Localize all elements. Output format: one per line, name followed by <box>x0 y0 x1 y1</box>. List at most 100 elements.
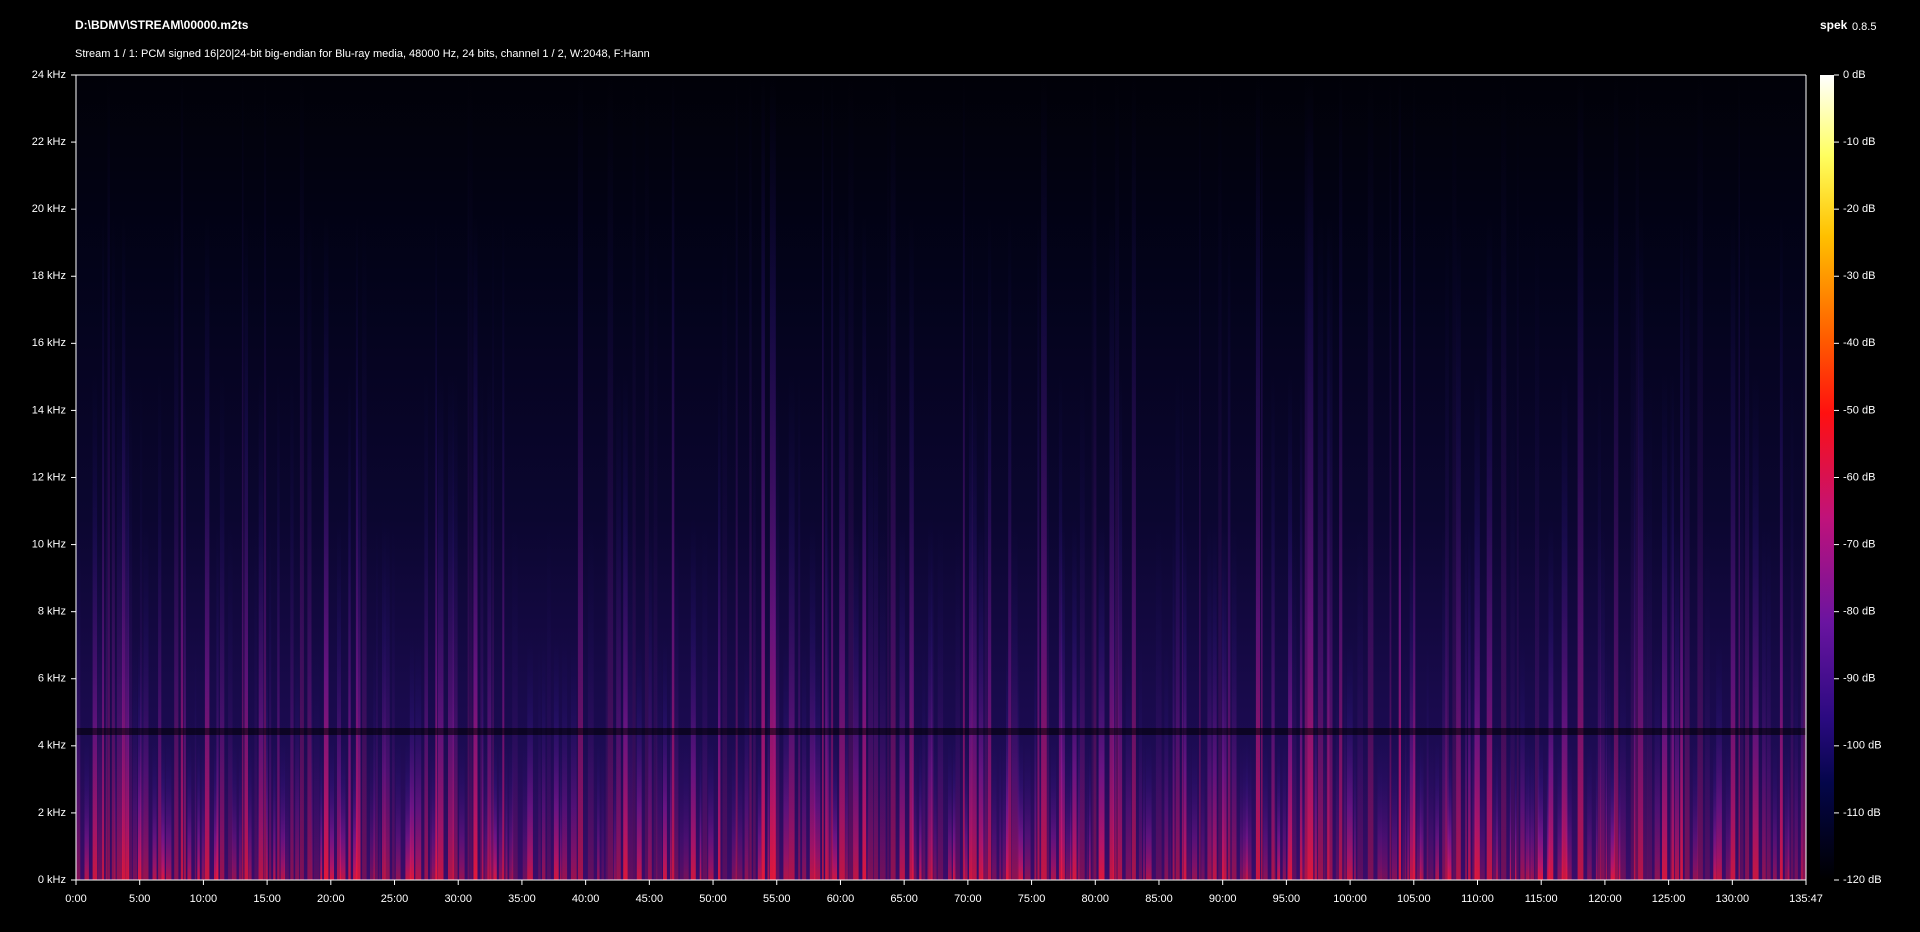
spectrogram-texture <box>1725 75 1730 880</box>
spectrogram-texture <box>378 75 381 880</box>
spectrogram-texture <box>1011 75 1018 880</box>
spectrogram-texture <box>577 75 583 880</box>
spectrogram-texture <box>1413 75 1416 880</box>
spectrogram-texture <box>1697 75 1703 880</box>
color-bar-label: -70 dB <box>1843 538 1875 550</box>
spectrogram-texture <box>1740 75 1744 880</box>
spectrogram-texture <box>161 75 165 880</box>
x-tick-label: 20:00 <box>317 893 345 905</box>
spectrogram-texture <box>1745 75 1750 880</box>
spectrogram-texture <box>122 75 126 880</box>
spectrogram-texture <box>972 75 977 880</box>
spectrogram-texture <box>670 75 672 880</box>
spectrogram-texture <box>1633 75 1636 880</box>
spectrogram-texture <box>1155 75 1162 880</box>
spectrogram-texture <box>1620 75 1626 880</box>
spectrogram-texture <box>981 75 986 880</box>
spectrogram-texture <box>1008 75 1012 880</box>
spectrogram-texture <box>214 75 218 880</box>
spectrogram-texture <box>1515 75 1517 880</box>
spectrogram-texture <box>909 75 914 880</box>
spectrogram-texture <box>773 75 780 880</box>
spectrogram-texture <box>656 75 660 880</box>
x-tick-label: 80:00 <box>1082 893 1110 905</box>
spectrogram-texture <box>1643 75 1648 880</box>
spectrogram-texture <box>353 75 357 880</box>
spectrogram-texture <box>769 75 776 880</box>
spectrogram-texture <box>1557 75 1563 880</box>
spectrogram-texture <box>1528 75 1532 880</box>
spectrogram-texture <box>498 75 504 880</box>
spectrogram-texture <box>560 75 562 880</box>
spectrogram-texture <box>1419 75 1424 880</box>
spectrogram-texture <box>890 75 896 880</box>
spectrogram-texture <box>984 75 988 880</box>
spectrogram-texture <box>1561 75 1568 880</box>
spectrogram-texture <box>1218 75 1222 880</box>
spectrogram-texture <box>1716 75 1722 880</box>
spectrogram-texture <box>323 75 329 880</box>
spectrogram-texture <box>1607 75 1611 880</box>
spectrogram-texture <box>348 75 351 880</box>
spectrogram-texture <box>1047 75 1050 880</box>
spectrogram-texture <box>718 75 721 880</box>
spectrogram-texture <box>1409 75 1416 880</box>
spectrogram-texture <box>1112 75 1117 880</box>
spectrogram-texture <box>1638 75 1644 880</box>
spectrogram-texture <box>1402 75 1407 880</box>
spectrogram-texture <box>1426 75 1429 880</box>
spectrogram-texture <box>1018 75 1023 880</box>
spectrogram-texture <box>663 75 667 880</box>
color-bar-label: -80 dB <box>1843 606 1875 618</box>
spectrogram-texture <box>767 75 770 880</box>
spectrogram-texture <box>1261 75 1263 880</box>
spectrogram-texture <box>1486 75 1493 880</box>
spectrogram-texture <box>912 75 917 880</box>
spectrogram-texture <box>295 75 300 880</box>
spectrogram-texture <box>1323 75 1326 880</box>
spectrogram-texture <box>1435 75 1439 880</box>
spectrogram-texture <box>1183 75 1187 880</box>
spectrogram-texture <box>1109 75 1115 880</box>
spectrogram-texture <box>1509 75 1511 880</box>
spectrogram-texture <box>384 75 390 880</box>
spectrogram-texture <box>111 75 115 880</box>
color-bar <box>1820 75 1834 880</box>
x-tick-label: 110:00 <box>1461 893 1494 905</box>
spectrogram-texture <box>1493 75 1498 880</box>
spectrogram-texture <box>1516 75 1519 880</box>
spectrogram-texture <box>1169 75 1172 880</box>
spectrogram-texture <box>570 75 577 880</box>
spectrogram-texture <box>627 75 633 880</box>
spectrogram-texture <box>674 75 679 880</box>
x-tick-label: 55:00 <box>763 893 791 905</box>
spectrogram-texture <box>392 75 395 880</box>
x-tick-label: 60:00 <box>827 893 855 905</box>
spectrogram-texture <box>934 75 937 880</box>
spectrogram-texture <box>1773 75 1777 880</box>
spectrogram-texture <box>174 75 179 880</box>
spectrogram-texture <box>1600 75 1605 880</box>
spectrogram-texture <box>1779 75 1783 880</box>
spectrogram-texture <box>241 75 244 880</box>
y-tick-label: 4 kHz <box>38 740 66 752</box>
x-tick-label: 115:00 <box>1525 893 1558 905</box>
color-bar-label: -110 dB <box>1843 807 1881 819</box>
spectrogram-texture <box>492 75 494 880</box>
spectrogram-texture <box>1729 75 1731 880</box>
spectrogram-texture <box>1613 75 1619 880</box>
y-tick-label: 16 kHz <box>32 337 66 349</box>
spectrogram-texture <box>962 75 965 880</box>
spectrogram-texture <box>825 75 828 880</box>
spectrogram-texture <box>1078 75 1080 880</box>
spectrogram-texture <box>1039 75 1042 880</box>
spectrogram-texture <box>862 75 867 880</box>
spectrogram-texture <box>1407 75 1409 880</box>
spectrogram-texture <box>1304 75 1308 880</box>
spectrogram-texture <box>1115 75 1120 880</box>
spectrogram-texture <box>1447 75 1452 880</box>
spectrogram-texture <box>928 75 932 880</box>
spectrogram-texture <box>370 75 375 880</box>
spectrogram-texture <box>1730 75 1736 880</box>
spectrogram-texture <box>382 75 386 880</box>
